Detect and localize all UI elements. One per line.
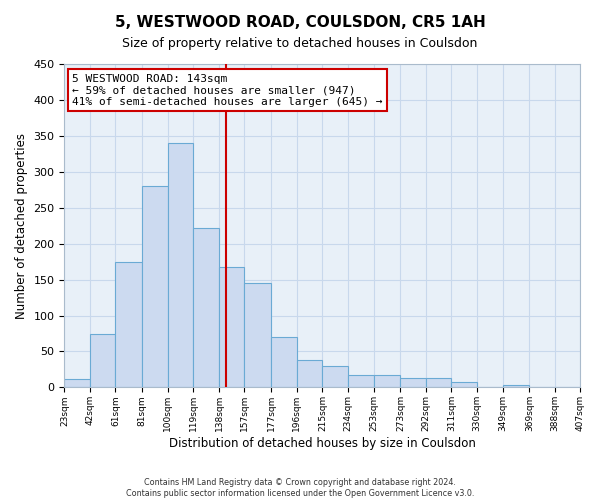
Bar <box>503 386 529 388</box>
Bar <box>142 186 168 388</box>
Bar <box>400 378 426 388</box>
X-axis label: Distribution of detached houses by size in Coulsdon: Distribution of detached houses by size … <box>169 437 476 450</box>
Text: 5 WESTWOOD ROAD: 143sqm
← 59% of detached houses are smaller (947)
41% of semi-d: 5 WESTWOOD ROAD: 143sqm ← 59% of detache… <box>72 74 383 107</box>
Text: 5, WESTWOOD ROAD, COULSDON, CR5 1AH: 5, WESTWOOD ROAD, COULSDON, CR5 1AH <box>115 15 485 30</box>
Text: Size of property relative to detached houses in Coulsdon: Size of property relative to detached ho… <box>122 38 478 51</box>
Bar <box>193 228 219 388</box>
Bar <box>426 378 451 388</box>
Y-axis label: Number of detached properties: Number of detached properties <box>15 132 28 318</box>
Bar <box>322 366 348 388</box>
Bar <box>374 375 400 388</box>
Bar <box>64 379 90 388</box>
Bar <box>90 334 115 388</box>
Bar <box>348 375 374 388</box>
Bar <box>219 268 244 388</box>
Bar <box>297 360 322 388</box>
Bar <box>168 143 193 388</box>
Text: Contains HM Land Registry data © Crown copyright and database right 2024.
Contai: Contains HM Land Registry data © Crown c… <box>126 478 474 498</box>
Bar <box>451 382 477 388</box>
Bar <box>271 337 297 388</box>
Bar <box>244 283 271 388</box>
Bar <box>115 262 142 388</box>
